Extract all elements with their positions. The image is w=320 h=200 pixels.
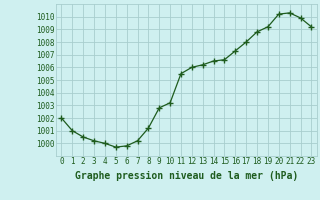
X-axis label: Graphe pression niveau de la mer (hPa): Graphe pression niveau de la mer (hPa) [75, 171, 298, 181]
